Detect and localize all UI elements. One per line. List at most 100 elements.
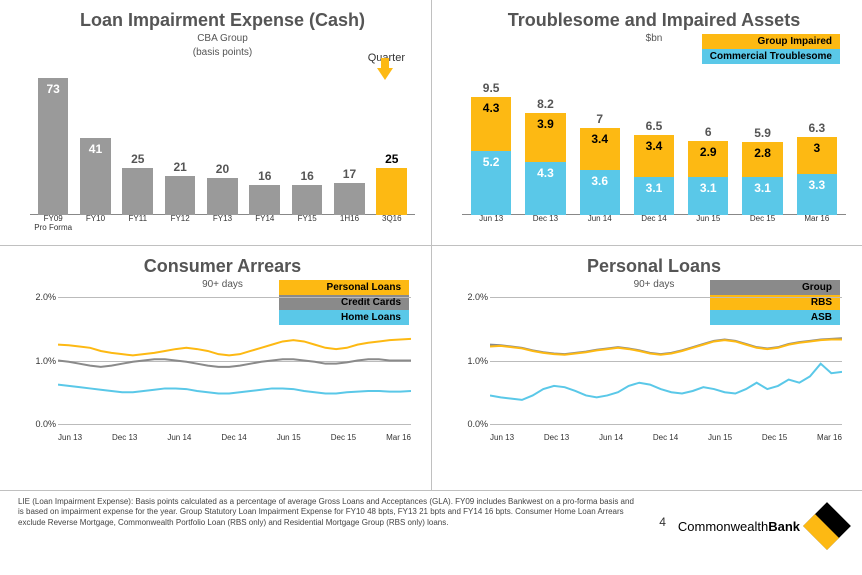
bar-value: 73 <box>38 78 69 96</box>
troublesome-segment: 3.1 <box>742 177 782 215</box>
bar: 25 <box>119 65 157 215</box>
chart-grid: Loan Impairment Expense (Cash) CBA Group… <box>0 0 862 490</box>
x-label: Jun 15 <box>683 215 733 224</box>
page-number: 4 <box>639 497 678 529</box>
x-label: Dec 15 <box>762 433 787 442</box>
bar-value: 25 <box>131 152 144 166</box>
bar: 16 <box>246 65 284 215</box>
panel1-bar-chart: 73 41 25 21 20 16 16 17 25 <box>30 65 415 215</box>
panel4-line-chart: 0.0%1.0%2.0% Jun 13Dec 13Jun 14Dec 14Jun… <box>462 297 846 442</box>
bar-total: 6.3 <box>808 121 825 135</box>
troublesome-segment: 3.1 <box>688 177 728 215</box>
panel2-x-labels: Jun 13Dec 13Jun 14Dec 14Jun 15Dec 15Mar … <box>462 215 846 224</box>
impaired-segment: 3 <box>797 137 837 174</box>
bar: 41 <box>76 65 114 215</box>
bar-value: 16 <box>300 169 313 183</box>
troublesome-segment: 3.3 <box>797 174 837 215</box>
bar-value: 41 <box>80 138 111 156</box>
x-label: 3Q16 <box>373 215 411 233</box>
panel4-x-labels: Jun 13Dec 13Jun 14Dec 14Jun 15Dec 15Mar … <box>490 433 842 442</box>
y-tick: 0.0% <box>467 419 488 429</box>
x-label: Jun 15 <box>708 433 732 442</box>
panel2-title: Troublesome and Impaired Assets <box>462 10 846 31</box>
brand-logo: CommonwealthBank <box>678 497 844 543</box>
impaired-segment: 2.9 <box>688 141 728 177</box>
bar-total: 9.5 <box>483 81 500 95</box>
x-label: FY15 <box>288 215 326 233</box>
x-label: Dec 13 <box>112 433 137 442</box>
panel1-subtitle2: (basis points) <box>30 47 415 59</box>
x-label: Jun 13 <box>466 215 516 224</box>
bar-total: 7 <box>596 112 603 126</box>
series-group <box>490 338 842 354</box>
panel-personal-loans: Personal Loans 90+ days GroupRBSASB 0.0%… <box>431 245 862 490</box>
x-label: FY09Pro Forma <box>34 215 72 233</box>
bar: 17 <box>330 65 368 215</box>
x-label: Jun 14 <box>575 215 625 224</box>
x-label: Dec 14 <box>653 433 678 442</box>
x-label: Dec 14 <box>221 433 246 442</box>
legend-item: Group <box>710 280 840 295</box>
panel1-title: Loan Impairment Expense (Cash) <box>30 10 415 31</box>
x-label: Dec 13 <box>544 433 569 442</box>
stacked-bar: 8.23.94.3 <box>520 85 570 215</box>
brand-text: CommonwealthBank <box>678 519 800 534</box>
panel3-title: Consumer Arrears <box>30 256 415 277</box>
x-label: Dec 14 <box>629 215 679 224</box>
stacked-bar: 6 2.93.1 <box>683 85 733 215</box>
x-label: Dec 15 <box>331 433 356 442</box>
slide-page: Loan Impairment Expense (Cash) CBA Group… <box>0 0 862 575</box>
panel-troublesome-assets: Troublesome and Impaired Assets $bn Grou… <box>431 0 862 245</box>
series-credit <box>58 359 411 367</box>
x-label: Mar 16 <box>792 215 842 224</box>
series-rbs <box>490 340 842 355</box>
y-tick: 2.0% <box>467 292 488 302</box>
panel4-title: Personal Loans <box>462 256 846 277</box>
bar-total: 6 <box>705 125 712 139</box>
stacked-bar: 5.9 2.83.1 <box>737 85 787 215</box>
brand-diamond-icon <box>803 502 851 550</box>
x-label: FY14 <box>246 215 284 233</box>
x-label: Jun 14 <box>167 433 191 442</box>
x-label: Jun 14 <box>599 433 623 442</box>
troublesome-segment: 4.3 <box>525 162 565 215</box>
y-tick: 2.0% <box>35 292 56 302</box>
series-home <box>58 385 411 394</box>
footnote-text: LIE (Loan Impairment Expense): Basis poi… <box>18 497 639 528</box>
impaired-segment: 3.4 <box>580 128 620 170</box>
troublesome-segment: 5.2 <box>471 151 511 215</box>
legend-item: Personal Loans <box>279 280 409 295</box>
stacked-bar: 6.3 33.3 <box>792 85 842 215</box>
grid-line <box>490 424 842 425</box>
bar-total: 8.2 <box>537 97 554 111</box>
footer: LIE (Loan Impairment Expense): Basis poi… <box>0 490 862 575</box>
y-tick: 0.0% <box>35 419 56 429</box>
bar: 20 <box>203 65 241 215</box>
panel1-x-labels: FY09Pro FormaFY10FY11FY12FY13FY14FY151H1… <box>30 215 415 233</box>
bar-total: 5.9 <box>754 126 771 140</box>
bar-value: 17 <box>343 167 356 181</box>
x-label: FY10 <box>76 215 114 233</box>
grid-line <box>58 424 411 425</box>
bar-total: 6.5 <box>646 119 663 133</box>
panel2-legend: Group ImpairedCommercial Troublesome <box>702 34 840 64</box>
impaired-segment: 4.3 <box>471 97 511 150</box>
bar-value: 21 <box>173 160 186 174</box>
bar: 25 <box>373 65 411 215</box>
panel3-line-chart: 0.0%1.0%2.0% Jun 13Dec 13Jun 14Dec 14Jun… <box>30 297 415 442</box>
troublesome-segment: 3.6 <box>580 170 620 215</box>
legend-item: Group Impaired <box>702 34 840 49</box>
y-tick: 1.0% <box>467 356 488 366</box>
panel2-bar-chart: 9.54.35.28.23.94.373.43.66.53.43.162.93.… <box>462 85 846 215</box>
bar-value: 20 <box>216 162 229 176</box>
bar-value: 25 <box>385 152 398 166</box>
stacked-bar: 6.53.43.1 <box>629 85 679 215</box>
x-label: Jun 15 <box>277 433 301 442</box>
impaired-segment: 3.4 <box>634 135 674 177</box>
x-label: Mar 16 <box>386 433 411 442</box>
bar: 73 <box>34 65 72 215</box>
series-asb <box>490 364 842 400</box>
impaired-segment: 2.8 <box>742 142 782 177</box>
panel-consumer-arrears: Consumer Arrears 90+ days Personal Loans… <box>0 245 431 490</box>
series-personal <box>58 339 411 356</box>
